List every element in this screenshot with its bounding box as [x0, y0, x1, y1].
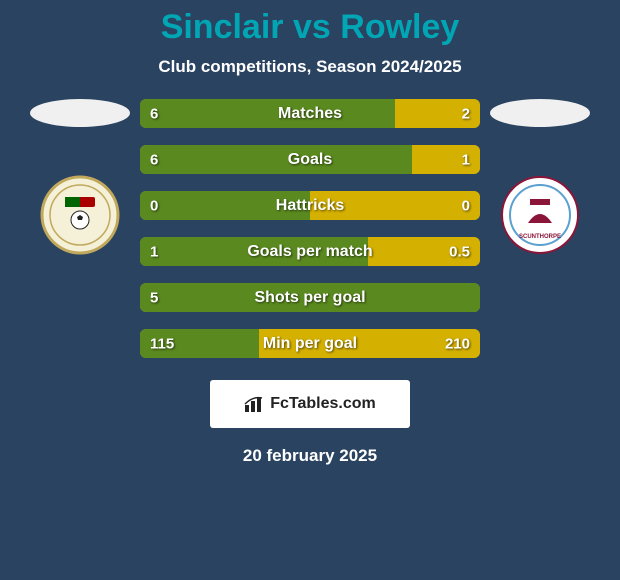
stat-label: Goals — [288, 151, 332, 169]
badge-left-svg — [40, 175, 120, 255]
right-club-badge: SCUNTHORPE — [500, 175, 580, 255]
stat-value-left: 115 — [150, 335, 174, 352]
badge-right-svg: SCUNTHORPE — [500, 175, 580, 255]
page-title: Sinclair vs Rowley — [0, 8, 620, 47]
brand-footer[interactable]: FcTables.com — [210, 380, 410, 428]
stat-bar: Min per goal 115 210 — [140, 329, 480, 358]
stat-label: Matches — [278, 105, 342, 123]
title-left-player: Sinclair — [161, 8, 284, 46]
stat-label: Shots per goal — [254, 289, 365, 307]
title-vs: vs — [293, 8, 331, 46]
stat-label: Goals per match — [247, 243, 372, 261]
stat-value-right: 2 — [462, 105, 470, 122]
right-player-column: SCUNTHORPE — [480, 99, 600, 255]
stat-value-right: 0.5 — [449, 243, 470, 260]
stat-bar: Matches 6 2 — [140, 99, 480, 128]
stats-bars: Matches 6 2 Goals 6 1 Hattricks 0 0 Goals per mat… — [140, 99, 480, 358]
stat-bar: Shots per goal 5 — [140, 283, 480, 312]
stat-bar: Goals per match 1 0.5 — [140, 237, 480, 266]
stat-bar: Hattricks 0 0 — [140, 191, 480, 220]
left-player-avatar — [30, 99, 130, 127]
stat-value-left: 6 — [150, 105, 158, 122]
stat-label: Min per goal — [263, 335, 357, 353]
right-player-avatar — [490, 99, 590, 127]
left-club-badge — [40, 175, 120, 255]
stat-value-left: 0 — [150, 197, 158, 214]
date-text: 20 february 2025 — [0, 446, 620, 466]
brand-text: FcTables.com — [270, 395, 376, 413]
stat-bar: Goals 6 1 — [140, 145, 480, 174]
stat-value-right: 210 — [445, 335, 470, 352]
right-badge-text-svg: SCUNTHORPE — [519, 234, 561, 240]
left-player-column — [20, 99, 140, 255]
stat-label: Hattricks — [276, 197, 344, 215]
main-row: Matches 6 2 Goals 6 1 Hattricks 0 0 Goals per mat… — [0, 99, 620, 358]
brand-chart-icon — [244, 395, 266, 413]
stat-value-right: 0 — [462, 197, 470, 214]
stat-value-left: 5 — [150, 289, 158, 306]
stat-value-left: 1 — [150, 243, 158, 260]
infographic-container: Sinclair vs Rowley Club competitions, Se… — [0, 0, 620, 580]
stat-value-left: 6 — [150, 151, 158, 168]
subtitle: Club competitions, Season 2024/2025 — [0, 57, 620, 77]
stat-value-right: 1 — [462, 151, 470, 168]
title-right-player: Rowley — [340, 8, 459, 46]
